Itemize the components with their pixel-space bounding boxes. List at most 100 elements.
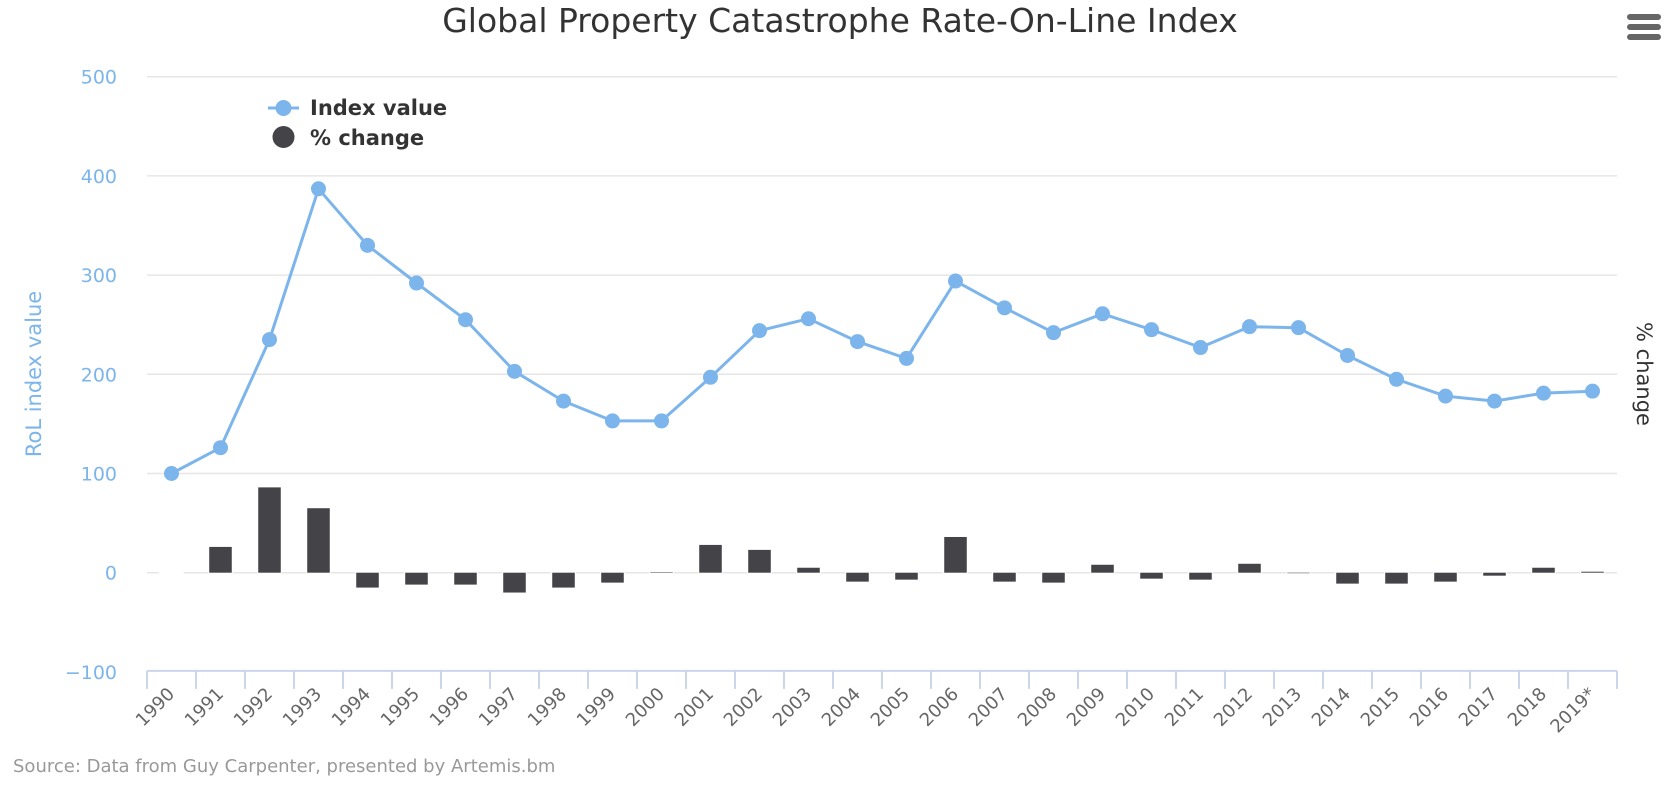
percent-change-bars (159, 486, 1605, 594)
index-value-point[interactable] (703, 369, 718, 385)
x-tick-label: 2001 (671, 684, 718, 731)
x-tick-label: 2016 (1406, 684, 1453, 731)
percent-change-bar[interactable] (1581, 571, 1604, 573)
percent-change-bar[interactable] (356, 572, 379, 588)
x-tick-label: 2018 (1504, 684, 1551, 731)
index-value-point[interactable] (1438, 388, 1453, 404)
left-axis-title: RoL index value (22, 291, 46, 457)
index-value-point[interactable] (801, 311, 816, 327)
x-tick-label: 2019* (1546, 684, 1600, 738)
x-tick-label: 2002 (720, 684, 767, 731)
y-tick-label: 400 (81, 166, 117, 188)
index-value-point[interactable] (458, 312, 473, 328)
credits-source[interactable]: Source: Data from Guy Carpenter, present… (13, 756, 555, 777)
index-value-point[interactable] (213, 440, 228, 456)
index-value-point[interactable] (1144, 322, 1159, 338)
percent-change-bar[interactable] (1483, 572, 1506, 576)
legend-label-index-value: Index value (310, 96, 447, 120)
x-tick-label: 1992 (230, 684, 277, 731)
index-value-point[interactable] (948, 273, 963, 289)
percent-change-bar[interactable] (307, 508, 330, 573)
chart-title: Global Property Catastrophe Rate-On-Line… (442, 1, 1238, 40)
index-value-point[interactable] (1585, 383, 1600, 399)
index-value-line (170, 187, 1593, 475)
y-tick-label: 500 (81, 67, 117, 89)
x-axis: 1990 1991 1992 1993 1994 1995 1996 1997 1998 1999… (132, 669, 1618, 738)
legend-circle-icon (272, 126, 295, 148)
hamburger-menu-icon[interactable] (1620, 8, 1666, 46)
x-tick-label: 2012 (1210, 684, 1257, 731)
percent-change-bar[interactable] (748, 549, 771, 573)
x-tick-label: 2014 (1308, 684, 1355, 731)
y-axis-labels: −100 0 100 200 300 400 500 (65, 67, 117, 684)
x-tick-label: 1991 (181, 684, 228, 731)
index-value-point[interactable] (1291, 320, 1306, 336)
percent-change-bar[interactable] (1532, 567, 1555, 573)
percent-change-bar[interactable] (1042, 572, 1065, 583)
index-value-point[interactable] (1095, 306, 1110, 322)
x-tick-label: 1997 (475, 684, 522, 731)
percent-change-bar[interactable] (993, 572, 1016, 582)
legend: Index value % change (268, 96, 447, 150)
index-value-point[interactable] (311, 181, 326, 197)
percent-change-bar[interactable] (797, 567, 820, 573)
index-value-point[interactable] (262, 332, 277, 348)
index-value-point[interactable] (752, 323, 767, 339)
index-value-point[interactable] (1536, 385, 1551, 401)
index-value-point[interactable] (556, 393, 571, 409)
x-tick-label: 1993 (279, 684, 326, 731)
percent-change-bar[interactable] (1238, 563, 1261, 573)
x-tick-label: 1990 (132, 684, 179, 731)
percent-change-bar[interactable] (454, 572, 477, 585)
percent-change-bar[interactable] (1385, 572, 1408, 584)
legend-item-index-value[interactable]: Index value (268, 96, 447, 120)
y-tick-label: 200 (81, 364, 117, 386)
legend-label-percent-change: % change (310, 126, 424, 150)
y-tick-label: 300 (81, 265, 117, 287)
index-value-point[interactable] (997, 300, 1012, 316)
index-value-point[interactable] (360, 237, 375, 253)
index-value-point[interactable] (507, 363, 522, 379)
percent-change-bar[interactable] (1434, 572, 1457, 582)
percent-change-bar[interactable] (1189, 572, 1212, 580)
x-tick-label: 1995 (377, 684, 424, 731)
index-value-point[interactable] (409, 275, 424, 291)
legend-item-percent-change[interactable]: % change (272, 126, 425, 150)
percent-change-bar[interactable] (1140, 572, 1163, 579)
bar-border (159, 571, 184, 574)
index-value-point[interactable] (899, 350, 914, 366)
percent-change-bar[interactable] (944, 536, 967, 573)
x-tick-label: 2015 (1357, 684, 1404, 731)
percent-change-bar[interactable] (846, 572, 869, 582)
index-value-point[interactable] (1340, 347, 1355, 363)
index-value-point[interactable] (1046, 325, 1061, 341)
percent-change-bar[interactable] (1336, 572, 1359, 584)
percent-change-bar[interactable] (1091, 564, 1114, 573)
menu-bar-top (1627, 14, 1661, 20)
x-tick-label: 2006 (916, 684, 963, 731)
percent-change-bar[interactable] (405, 572, 428, 585)
index-value-point[interactable] (605, 413, 620, 429)
index-value-point[interactable] (1193, 340, 1208, 356)
x-tick-label: 1999 (573, 684, 620, 731)
right-axis-title: % change (1632, 322, 1656, 426)
x-tick-label: 1998 (524, 684, 571, 731)
gridlines (147, 75, 1617, 574)
index-value-point[interactable] (1389, 371, 1404, 387)
percent-change-bar[interactable] (699, 544, 722, 573)
percent-change-bar[interactable] (552, 572, 575, 588)
percent-change-bar[interactable] (895, 572, 918, 580)
percent-change-bar[interactable] (258, 487, 281, 573)
percent-change-bar[interactable] (503, 572, 526, 593)
index-value-point[interactable] (1487, 393, 1502, 409)
percent-change-bar[interactable] (601, 572, 624, 583)
x-tick-label: 2009 (1063, 684, 1110, 731)
percent-change-bar[interactable] (209, 546, 232, 573)
index-value-point[interactable] (850, 334, 865, 350)
index-value-point[interactable] (1242, 319, 1257, 335)
menu-bar-bottom (1627, 34, 1661, 40)
index-value-point[interactable] (164, 466, 179, 481)
x-tick-label: 2010 (1112, 684, 1159, 731)
index-value-point[interactable] (654, 413, 669, 429)
